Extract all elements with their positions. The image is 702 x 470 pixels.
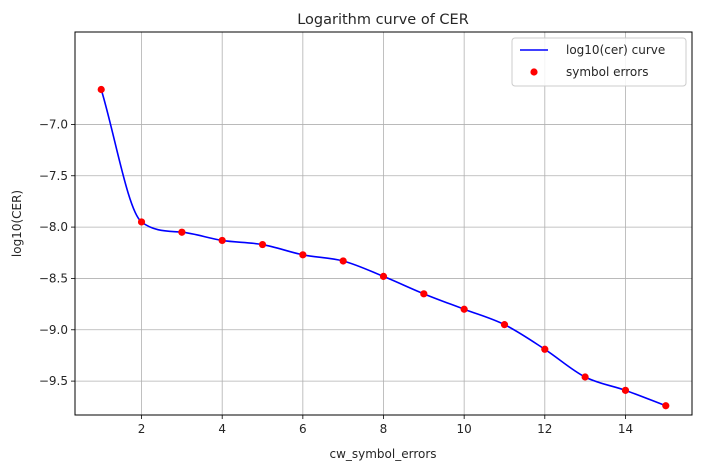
x-axis-ticks: 2 4 6 8 10 12 14 bbox=[138, 415, 633, 436]
x-tick-label: 2 bbox=[138, 422, 146, 436]
y-tick-label: −9.0 bbox=[39, 323, 68, 337]
data-point-symbol-errors bbox=[420, 290, 428, 298]
data-point-symbol-errors bbox=[299, 251, 307, 259]
data-point-symbol-errors bbox=[460, 305, 468, 313]
x-tick-label: 4 bbox=[218, 422, 226, 436]
data-point-symbol-errors bbox=[581, 373, 589, 381]
chart-title: Logarithm curve of CER bbox=[297, 12, 469, 28]
data-point-symbol-errors bbox=[178, 228, 186, 236]
y-axis-ticks: −9.5 −9.0 −8.5 −8.0 −7.5 −7.0 bbox=[39, 117, 75, 388]
y-tick-label: −9.5 bbox=[39, 374, 68, 388]
data-point-symbol-errors bbox=[541, 345, 549, 353]
legend-entry-curve: log10(cer) curve bbox=[566, 43, 665, 57]
y-tick-label: −7.5 bbox=[39, 169, 68, 183]
data-point-symbol-errors bbox=[339, 257, 347, 265]
y-tick-label: −8.5 bbox=[39, 271, 68, 285]
data-point-symbol-errors bbox=[218, 236, 226, 245]
data-point-symbol-errors bbox=[97, 85, 105, 94]
x-axis-label: cw_symbol_errors bbox=[329, 447, 436, 461]
y-tick-label: −8.0 bbox=[39, 220, 68, 234]
data-point-symbol-errors bbox=[662, 402, 670, 410]
y-axis-label: log10(CER) bbox=[10, 190, 24, 257]
x-tick-label: 8 bbox=[380, 422, 388, 436]
legend-marker-swatch bbox=[530, 68, 538, 76]
y-tick-label: −7.0 bbox=[39, 117, 68, 131]
legend-box bbox=[511, 37, 687, 87]
data-point-symbol-errors bbox=[137, 218, 146, 226]
data-point-symbol-errors bbox=[258, 240, 267, 249]
points-layer bbox=[97, 85, 670, 410]
x-tick-label: 14 bbox=[618, 422, 633, 436]
data-point-symbol-errors bbox=[621, 386, 630, 394]
data-point-symbol-errors bbox=[500, 321, 509, 329]
x-tick-label: 6 bbox=[299, 422, 307, 436]
legend-entry-points: symbol errors bbox=[566, 65, 648, 79]
data-point-symbol-errors bbox=[379, 272, 388, 280]
legend: log10(cer) curve symbol errors bbox=[511, 37, 687, 87]
x-tick-label: 10 bbox=[457, 422, 472, 436]
x-tick-label: 12 bbox=[537, 422, 552, 436]
